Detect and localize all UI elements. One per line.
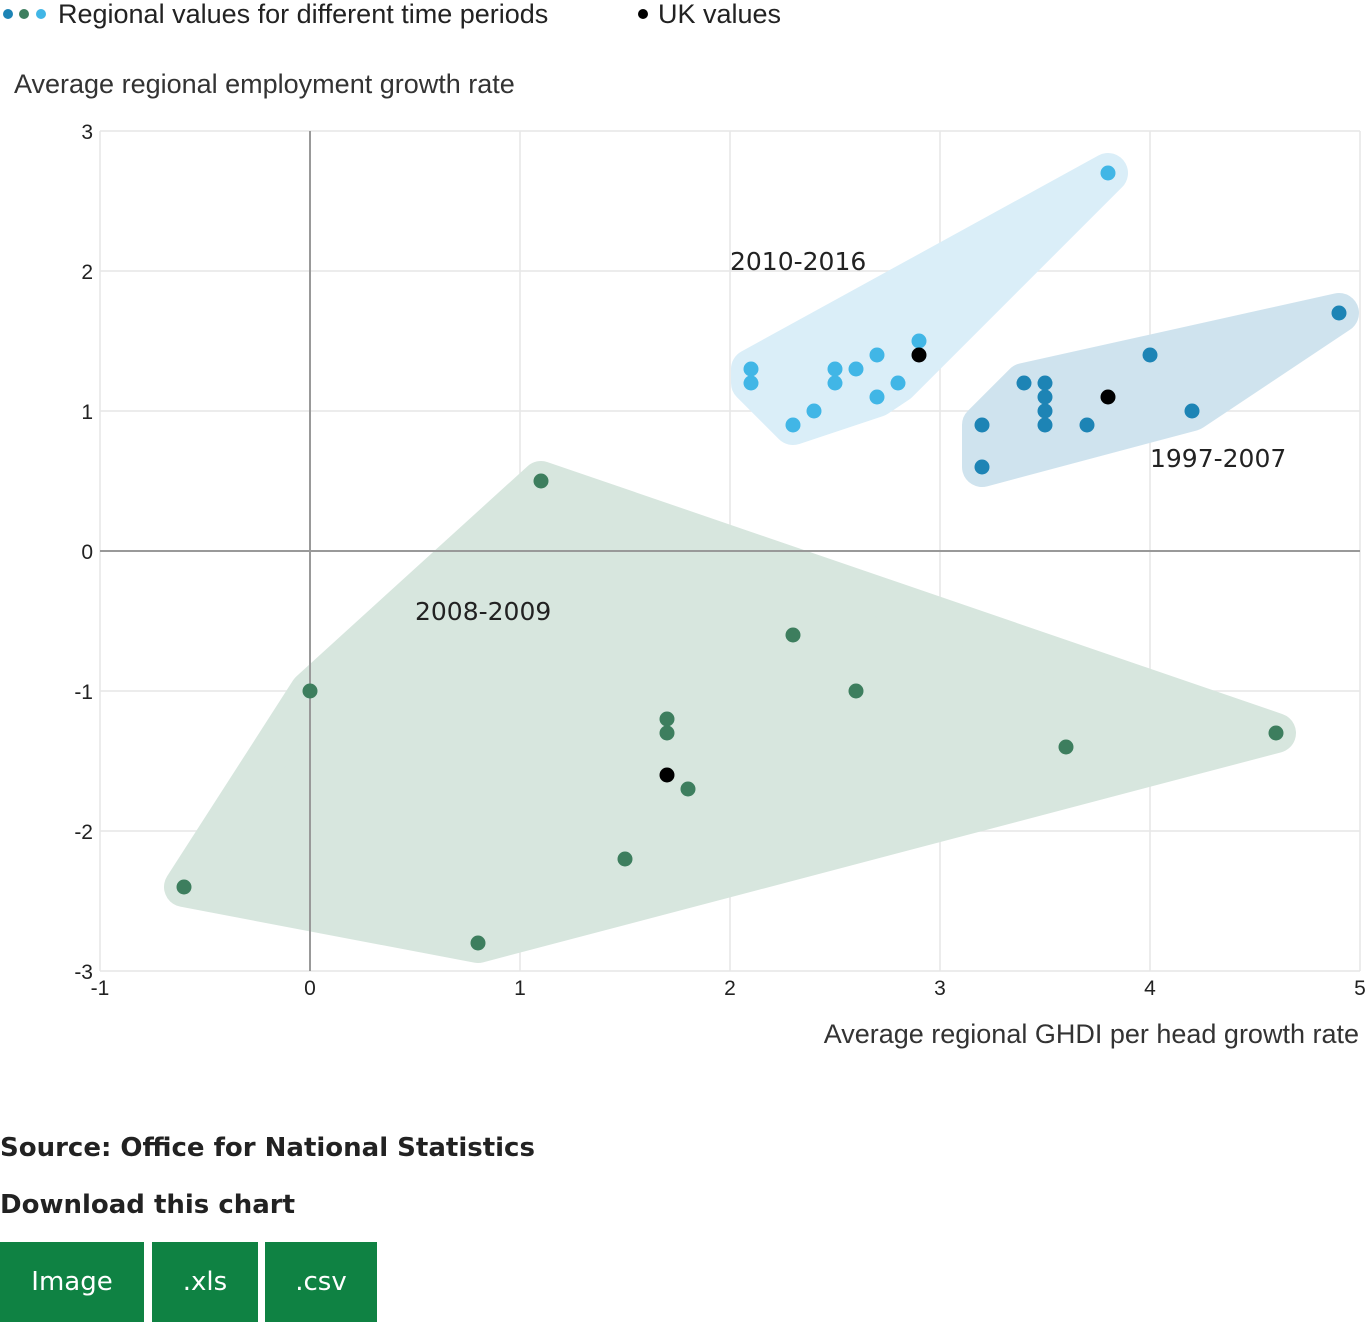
- point-1997-2007: [1184, 403, 1200, 419]
- y-tick-label: 2: [81, 261, 93, 284]
- point-2010-2016: [890, 375, 906, 391]
- point-2010-2016: [869, 347, 885, 363]
- point-1997-2007: [1331, 305, 1347, 321]
- y-tick-label: 1: [81, 401, 93, 424]
- x-tick-label: 4: [1144, 977, 1156, 1000]
- point-2008-2009: [617, 851, 633, 867]
- point-2008-2009: [659, 725, 675, 741]
- tick-labels: -1 0 1 2 3 4 5 -3 -2 -1 0 1 2 3: [74, 121, 1366, 1000]
- point-1997-2007: [1037, 403, 1053, 419]
- point-2010-2016: [827, 361, 843, 377]
- x-tick-label: 0: [304, 977, 316, 1000]
- point-2010-2016: [869, 389, 885, 405]
- download-title: Download this chart: [0, 1190, 296, 1220]
- source-note: Source: Office for National Statistics: [0, 1133, 535, 1163]
- point-2008-2009: [470, 935, 486, 951]
- download-csv-button[interactable]: .csv: [265, 1242, 377, 1322]
- y-tick-label: -1: [74, 681, 93, 704]
- point-2010-2016: [848, 361, 864, 377]
- point-1997-2007: [1079, 417, 1095, 433]
- point-1997-2007: [1037, 417, 1053, 433]
- data-points: [176, 165, 1347, 951]
- download-image-button[interactable]: Image: [0, 1242, 144, 1322]
- legend-dot-2008: [19, 9, 29, 19]
- y-tick-label: -3: [74, 961, 93, 984]
- group-labels: 1997-2007 2008-2009 2010-2016: [415, 247, 1286, 626]
- point-2008-2009: [1268, 725, 1284, 741]
- x-tick-label: -1: [91, 977, 110, 1000]
- legend-dot-2010: [36, 9, 46, 19]
- group-hulls: [164, 153, 1359, 963]
- legend-regional-label: Regional values for different time perio…: [58, 0, 548, 29]
- x-tick-label: 2: [724, 977, 736, 1000]
- point-2008-2009: [302, 683, 318, 699]
- hull-2008-2009: [164, 461, 1296, 963]
- point-2010-2016: [806, 403, 822, 419]
- point-2008-2009: [1058, 739, 1074, 755]
- legend-dot-uk: [638, 9, 648, 19]
- point-2010-2016: [911, 333, 927, 349]
- download-xls-button[interactable]: .xls: [152, 1242, 258, 1322]
- point-2010-2016: [827, 375, 843, 391]
- legend-dot-1997: [3, 9, 13, 19]
- point-1997-2007: [974, 417, 990, 433]
- x-tick-label: 5: [1354, 977, 1366, 1000]
- legend: Regional values for different time perio…: [3, 0, 781, 29]
- point-2010-2016: [1100, 165, 1116, 181]
- point-1997-2007: [1142, 347, 1158, 363]
- point-2008-2009: [659, 711, 675, 727]
- legend-uk-label: UK values: [658, 0, 781, 29]
- point-2008-2009: [680, 781, 696, 797]
- series-label: 1997-2007: [1150, 444, 1286, 473]
- series-label: 2010-2016: [730, 247, 866, 276]
- x-tick-label: 1: [514, 977, 526, 1000]
- uk-point-2008-2009: [659, 767, 675, 783]
- point-2010-2016: [743, 375, 759, 391]
- uk-point-1997-2007: [1100, 389, 1116, 405]
- x-axis-title: Average regional GHDI per head growth ra…: [824, 1019, 1359, 1049]
- x-tick-label: 3: [934, 977, 946, 1000]
- point-2010-2016: [743, 361, 759, 377]
- uk-point-2010-2016: [911, 347, 927, 363]
- y-tick-label: -2: [74, 821, 93, 844]
- point-2008-2009: [176, 879, 192, 895]
- y-axis-title: Average regional employment growth rate: [14, 69, 515, 99]
- point-1997-2007: [1016, 375, 1032, 391]
- zero-lines: [100, 131, 1360, 971]
- scatter-chart: Regional values for different time perio…: [3, 0, 1366, 1049]
- y-tick-label: 0: [81, 541, 93, 564]
- point-2010-2016: [785, 417, 801, 433]
- point-1997-2007: [1037, 375, 1053, 391]
- point-2008-2009: [848, 683, 864, 699]
- point-2008-2009: [533, 473, 549, 489]
- point-2008-2009: [785, 627, 801, 643]
- point-1997-2007: [974, 459, 990, 475]
- y-tick-label: 3: [81, 121, 93, 144]
- point-1997-2007: [1037, 389, 1053, 405]
- series-label: 2008-2009: [415, 597, 551, 626]
